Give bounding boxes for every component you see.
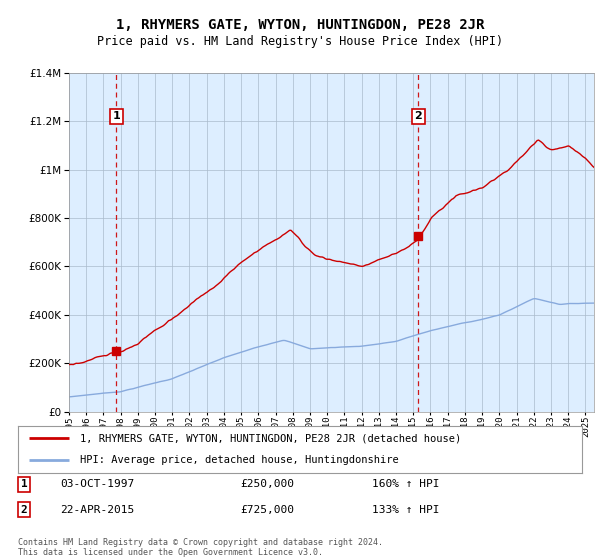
Text: 22-APR-2015: 22-APR-2015 xyxy=(60,505,134,515)
Text: 2: 2 xyxy=(415,111,422,122)
Text: 2: 2 xyxy=(20,505,28,515)
Text: 1, RHYMERS GATE, WYTON, HUNTINGDON, PE28 2JR: 1, RHYMERS GATE, WYTON, HUNTINGDON, PE28… xyxy=(116,18,484,32)
Text: HPI: Average price, detached house, Huntingdonshire: HPI: Average price, detached house, Hunt… xyxy=(80,455,399,465)
Text: 1, RHYMERS GATE, WYTON, HUNTINGDON, PE28 2JR (detached house): 1, RHYMERS GATE, WYTON, HUNTINGDON, PE28… xyxy=(80,433,461,444)
Text: £250,000: £250,000 xyxy=(240,479,294,489)
Text: Contains HM Land Registry data © Crown copyright and database right 2024.
This d: Contains HM Land Registry data © Crown c… xyxy=(18,538,383,557)
Text: 160% ↑ HPI: 160% ↑ HPI xyxy=(372,479,439,489)
Text: Price paid vs. HM Land Registry's House Price Index (HPI): Price paid vs. HM Land Registry's House … xyxy=(97,35,503,49)
Text: 03-OCT-1997: 03-OCT-1997 xyxy=(60,479,134,489)
Text: 133% ↑ HPI: 133% ↑ HPI xyxy=(372,505,439,515)
Text: 1: 1 xyxy=(20,479,28,489)
Text: 1: 1 xyxy=(112,111,120,122)
Text: £725,000: £725,000 xyxy=(240,505,294,515)
